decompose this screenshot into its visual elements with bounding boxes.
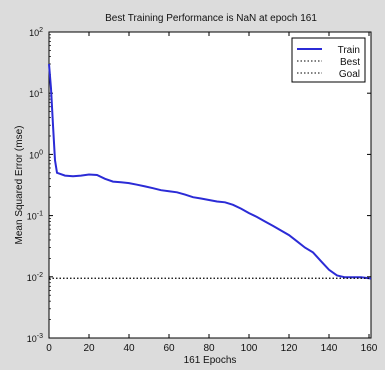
legend-label-best: Best	[340, 57, 360, 68]
x-tick-label: 20	[83, 343, 95, 354]
y-tick-label: 10-3	[27, 333, 43, 344]
x-tick-label: 80	[203, 343, 215, 354]
x-tick-label: 40	[123, 343, 135, 354]
x-tick-label: 120	[281, 343, 298, 354]
x-tick-label: 0	[46, 343, 52, 354]
y-tick-label: 10-2	[27, 272, 43, 283]
x-tick-label: 60	[163, 343, 175, 354]
legend-box	[291, 37, 366, 83]
y-tick-label: 101	[29, 88, 43, 99]
y-tick-label: 100	[29, 149, 43, 160]
x-axis-ticks: 0 20 40 60 80 100 120 140 160	[46, 32, 378, 354]
x-tick-label: 140	[321, 343, 338, 354]
y-axis-ticks: 102 101 100 10-1 10-2 10-3	[27, 27, 371, 344]
y-tick-label: 102	[29, 27, 43, 38]
chart-title: Best Training Performance is NaN at epoc…	[105, 13, 317, 24]
plot-area	[48, 31, 372, 339]
series-line-train	[48, 63, 372, 280]
x-tick-label: 100	[241, 343, 258, 354]
legend-label-train: Train	[338, 45, 360, 56]
series-layer	[48, 63, 372, 280]
legend-label-goal: Goal	[339, 69, 360, 80]
x-axis-label: 161 Epochs	[184, 355, 237, 366]
y-tick-label: 10-1	[27, 211, 43, 222]
x-tick-label: 160	[361, 343, 378, 354]
y-axis-label: Mean Squared Error (mse)	[14, 126, 25, 245]
